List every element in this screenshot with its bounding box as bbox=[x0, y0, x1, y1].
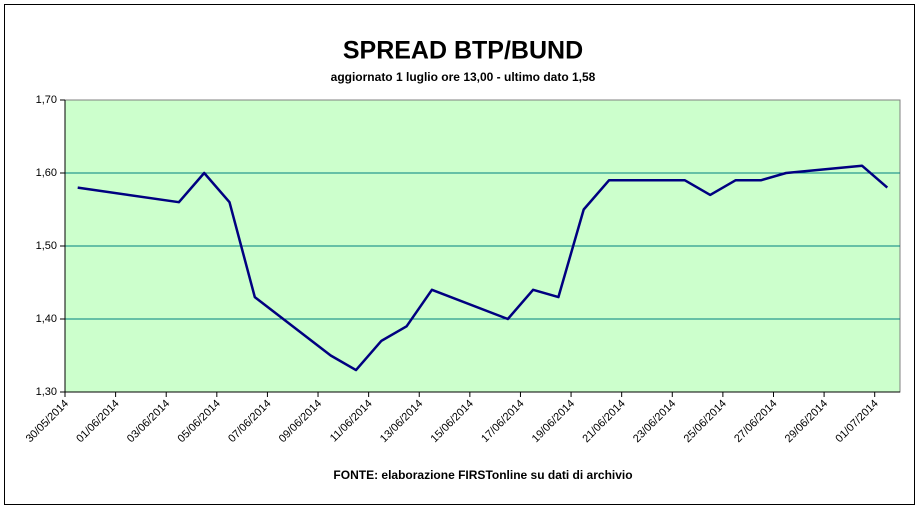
y-tick-label: 1,70 bbox=[36, 94, 57, 106]
y-tick-label: 1,40 bbox=[36, 313, 57, 325]
y-tick-label: 1,60 bbox=[36, 167, 57, 179]
source-note: FONTE: elaborazione FIRSTonline su dati … bbox=[333, 468, 632, 482]
y-tick-label: 1,30 bbox=[36, 386, 57, 398]
data-line bbox=[77, 164, 889, 372]
chart-title: SPREAD BTP/BUND bbox=[343, 37, 583, 65]
chart-subtitle: aggiornato 1 luglio ore 13,00 - ultimo d… bbox=[331, 70, 596, 84]
y-tick-label: 1,50 bbox=[36, 240, 57, 252]
